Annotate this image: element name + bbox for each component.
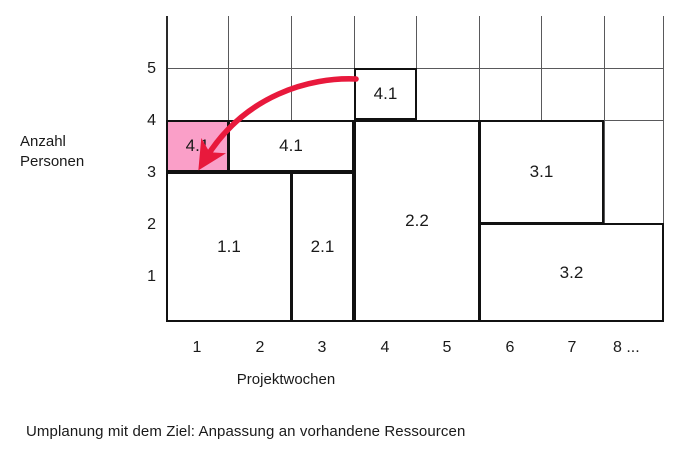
task-block-label: 3.1: [529, 162, 554, 181]
plot-area: 4.1 4.1 1.1 2.1 4.1 2.2 3.1 3.2: [166, 16, 664, 322]
task-block-label: 4.1: [373, 84, 398, 103]
task-block-4-1-a[interactable]: 4.1: [228, 120, 354, 172]
task-block-label: 2.2: [405, 211, 429, 230]
gridline-v-7: [663, 16, 664, 322]
x-tick-1: 1: [192, 339, 202, 356]
y-tick-1: 1: [147, 268, 156, 285]
task-block-1-1[interactable]: 1.1: [166, 172, 292, 322]
task-block-label: 4.1: [185, 136, 210, 155]
gridline-v-6: [604, 16, 605, 322]
figure-caption: Umplanung mit dem Ziel: Anpassung an vor…: [26, 423, 466, 440]
task-block-4-1-b[interactable]: 4.1: [354, 68, 417, 120]
x-tick-2: 2: [255, 339, 265, 356]
task-block-4-1-moved[interactable]: 4.1: [166, 120, 229, 172]
x-tick-3: 3: [317, 339, 327, 356]
task-block-2-2[interactable]: 2.2: [354, 120, 480, 322]
y-axis-title: Anzahl Personen: [20, 133, 85, 170]
y-tick-4: 4: [147, 112, 156, 129]
task-block-label: 2.1: [310, 237, 335, 256]
x-tick-7: 7: [567, 339, 577, 356]
task-block-3-1[interactable]: 3.1: [479, 120, 604, 224]
x-tick-8: 8 ...: [613, 339, 640, 356]
x-axis-title: Projektwochen: [0, 371, 684, 388]
task-block-2-1[interactable]: 2.1: [291, 172, 354, 322]
task-block-label: 4.1: [279, 136, 303, 155]
task-block-label: 1.1: [217, 237, 241, 256]
y-tick-3: 3: [147, 164, 156, 181]
x-axis-title-text: Projektwochen: [236, 371, 336, 388]
x-tick-6: 6: [505, 339, 515, 356]
x-tick-4: 4: [380, 339, 390, 356]
x-tick-5: 5: [442, 339, 452, 356]
task-block-3-2[interactable]: 3.2: [479, 223, 664, 322]
y-tick-2: 2: [147, 216, 156, 233]
task-block-label: 3.2: [559, 262, 584, 282]
y-tick-5: 5: [147, 60, 156, 77]
